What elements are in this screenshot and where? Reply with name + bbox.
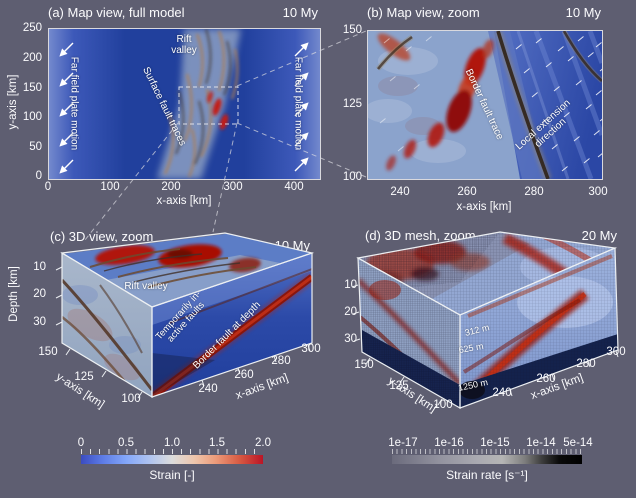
panel-b-ytick: 125 xyxy=(342,98,362,110)
panel-d-xtick: 280 xyxy=(576,358,596,370)
panel-b-title: (b) Map view, zoom xyxy=(367,5,480,20)
panel-a-ytick: 100 xyxy=(22,111,42,123)
panel-a-xtick: 0 xyxy=(44,181,52,193)
panel-c-xtick: 240 xyxy=(198,383,218,395)
strain-cbar-minor-ticks xyxy=(81,449,263,454)
panel-d-ytick: 125 xyxy=(389,380,409,392)
panel-b-map: Border fault trace Local extension direc… xyxy=(367,30,603,180)
block-wireframe-d xyxy=(356,231,619,410)
extension-direction-marks-left xyxy=(379,36,432,152)
panel-d-title: (d) 3D mesh, zoom xyxy=(365,228,476,243)
strain-rate-cbar-tick: 5e-14 xyxy=(563,437,593,449)
annotation-rift-valley-c: Rift valley xyxy=(124,281,168,292)
panel-b-xtick: 260 xyxy=(457,186,477,198)
panel-a-title: (a) Map view, full model xyxy=(48,5,185,20)
strain-cbar-tick: 1.0 xyxy=(164,437,180,449)
panel-d-ytick: 150 xyxy=(354,359,374,371)
panel-c-xtick: 260 xyxy=(234,369,254,381)
extension-direction-marks xyxy=(515,36,602,172)
strain-rate-cbar-minor-ticks xyxy=(392,449,582,454)
panel-c-title: (c) 3D view, zoom xyxy=(50,229,154,244)
panel-b-xlabel: x-axis [km] xyxy=(456,201,512,213)
strain-cbar-tick: 0 xyxy=(77,437,85,449)
strain-cbar-tick: 1.5 xyxy=(209,437,225,449)
panel-a-map: Rift valley Surface fault traces Far fie… xyxy=(48,28,321,180)
panel-c-ytick: 150 xyxy=(38,346,58,358)
panel-a-ytick: 0 xyxy=(35,170,42,182)
zoom-region-box xyxy=(178,86,239,125)
panel-a-xtick: 200 xyxy=(161,181,181,193)
strain-rate-cbar-label: Strain rate [s⁻¹] xyxy=(446,468,528,482)
strain-cbar-tick: 2.0 xyxy=(255,437,271,449)
panel-c-depth-tick: 30 xyxy=(33,316,46,328)
strain-rate-colorbar xyxy=(392,455,582,464)
annotation-line: valley xyxy=(171,44,197,56)
panel-a-xtick: 400 xyxy=(284,181,304,193)
strain-rate-cbar-tick: 1e-14 xyxy=(526,437,556,449)
panel-d-ytick: 100 xyxy=(433,399,453,411)
panel-d-time-label: 20 My xyxy=(581,228,617,243)
panel-a-ytick: 250 xyxy=(22,22,42,34)
panel-b-ytick: 100 xyxy=(342,171,362,183)
axis-tick-marks-d xyxy=(351,284,619,406)
strain-rate-cbar-tick: 1e-15 xyxy=(480,437,510,449)
panel-c-xtick: 300 xyxy=(301,343,321,355)
panel-d-xtick: 240 xyxy=(492,387,512,399)
panel-a-ytick: 150 xyxy=(22,82,42,94)
annotation-rift-valley-a: Rift valley xyxy=(144,34,224,56)
panel-c-depth-tick: 20 xyxy=(33,288,46,300)
panel-a-xtick: 300 xyxy=(223,181,243,193)
strain-cbar-tick: 0.5 xyxy=(118,437,134,449)
panel-b-xtick: 240 xyxy=(390,186,410,198)
panel-c-ytick: 125 xyxy=(74,371,94,383)
panel-a-xtick: 100 xyxy=(100,181,120,193)
panel-a-ytick: 200 xyxy=(22,52,42,64)
panel-d-depth-tick: 30 xyxy=(344,333,357,345)
panel-b-time-label: 10 My xyxy=(565,5,601,20)
panel-d-depth-tick: 20 xyxy=(344,306,357,318)
annotation-far-field-right: Far field plate motion xyxy=(292,56,304,151)
strain-cbar-label: Strain [-] xyxy=(149,468,195,482)
strain-rate-mesh-block-d xyxy=(351,231,619,410)
panel-c-ytick: 100 xyxy=(121,393,141,405)
panel-b-xtick: 300 xyxy=(588,186,608,198)
panel-d-xtick: 260 xyxy=(536,373,556,385)
strain-rate-cbar-tick: 1e-17 xyxy=(388,437,418,449)
panel-a-ytick: 50 xyxy=(29,141,42,153)
panel-a-time-label: 10 My xyxy=(282,5,318,20)
panel-b-xtick: 280 xyxy=(524,186,544,198)
panel-a-xlabel: x-axis [km] xyxy=(156,195,212,207)
panel-c-depth-tick: 10 xyxy=(33,261,46,273)
block-wireframe-c xyxy=(60,232,315,399)
annotation-far-field-left: Far field plate motion xyxy=(68,56,80,151)
strain-field-b xyxy=(368,31,602,179)
strain-rate-cbar-tick: 1e-16 xyxy=(434,437,464,449)
strain-block-c xyxy=(55,232,315,399)
panel-c-xtick: 280 xyxy=(271,355,291,367)
annotation-line: Rift xyxy=(176,34,192,45)
panel-d-depth-tick: 10 xyxy=(344,279,357,291)
axis-tick-marks-c xyxy=(55,266,311,399)
strain-colorbar xyxy=(81,455,263,464)
panel-d-xtick: 300 xyxy=(606,346,626,358)
plate-motion-arrows-left xyxy=(59,42,74,174)
panel-b-ytick: 150 xyxy=(342,24,362,36)
